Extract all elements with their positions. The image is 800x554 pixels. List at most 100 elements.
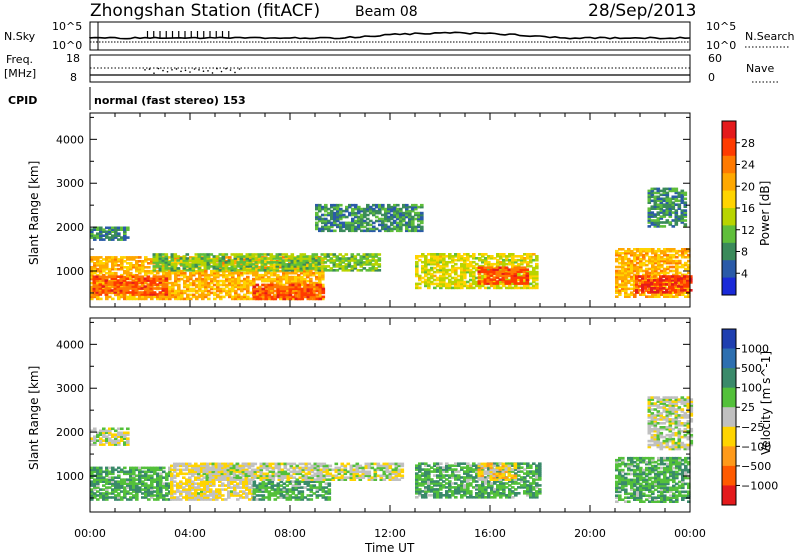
echo-cell [108, 236, 112, 239]
echo-cell [117, 466, 121, 470]
echo-cell [662, 209, 667, 212]
echo-cell [120, 478, 124, 481]
echo-cell [104, 287, 109, 290]
echo-cell [520, 258, 524, 262]
echo-cell [339, 211, 343, 215]
echo-cell [654, 277, 658, 281]
echo-cell [414, 211, 418, 215]
echo-cell [245, 263, 250, 266]
echo-cell [396, 221, 400, 225]
echo-cell [357, 207, 361, 211]
echo-cell [327, 221, 331, 225]
echo-cell [135, 488, 139, 491]
echo-cell [137, 277, 142, 280]
echo-cell [651, 295, 655, 298]
echo-cell [285, 488, 290, 491]
echo-cell [185, 498, 189, 501]
echo-cell [99, 474, 103, 478]
echo-cell [138, 472, 142, 476]
echo-cell [659, 199, 664, 203]
echo-cell [615, 271, 619, 275]
echo-cell [108, 230, 112, 233]
echo-cell [237, 275, 241, 279]
echo-cell [621, 263, 625, 267]
echo-cell [519, 266, 524, 269]
echo-cell [504, 266, 509, 269]
echo-cell [463, 264, 467, 268]
echo-cell [267, 295, 272, 299]
echo-cell [372, 227, 376, 231]
echo-cell [179, 470, 183, 474]
echo-cell [90, 256, 94, 259]
echo-cell [490, 255, 494, 258]
echo-cell [339, 207, 343, 211]
echo-cell [96, 258, 100, 261]
echo-cell [499, 253, 503, 256]
echo-cell [466, 255, 470, 258]
echo-cell [348, 203, 352, 207]
echo-cell [647, 217, 652, 220]
echo-cell [615, 285, 619, 289]
echo-cell [233, 470, 237, 474]
echo-cell [273, 271, 277, 275]
echo-cell [170, 480, 174, 483]
echo-cell [680, 221, 685, 224]
echo-cell [665, 191, 670, 195]
echo-cell [182, 468, 186, 472]
echo-cell [287, 263, 292, 266]
echo-cell [618, 275, 622, 279]
echo-cell [215, 474, 219, 478]
echo-cell [651, 267, 655, 271]
echo-cell [246, 275, 250, 279]
echo-cell [234, 279, 238, 283]
echo-cell [478, 257, 482, 260]
echo-cell [321, 480, 326, 483]
echo-cell [251, 486, 255, 489]
echo-cell [648, 249, 652, 253]
echo-cell [235, 470, 240, 474]
echo-cell [366, 229, 370, 233]
echo-cell [123, 480, 127, 483]
echo-cell [223, 468, 228, 472]
echo-cell [234, 271, 238, 275]
echo-cell [222, 271, 226, 275]
echo-cell [284, 259, 289, 262]
echo-cell [197, 470, 201, 474]
echo-cell [218, 494, 222, 497]
echo-cell [189, 271, 193, 275]
echo-cell [141, 297, 145, 301]
echo-cell [309, 490, 314, 493]
echo-cell [147, 295, 151, 299]
echo-cell [183, 283, 187, 287]
echo-cell [671, 189, 676, 193]
echo-cell [229, 470, 234, 474]
echo-cell [122, 287, 127, 290]
echo-cell [418, 255, 422, 258]
echo-cell [424, 274, 428, 278]
echo-cell [372, 203, 376, 207]
echo-cell [135, 269, 139, 273]
echo-cell [320, 267, 325, 270]
freq-tick-top: 18 [66, 52, 80, 65]
echo-cell [372, 213, 376, 217]
echo-cell [489, 272, 494, 275]
echo-cell [198, 277, 202, 281]
echo-cell [324, 209, 328, 213]
echo-cell [209, 490, 213, 493]
echo-cell [299, 255, 304, 258]
echo-cell [108, 480, 112, 483]
echo-cell [653, 215, 658, 218]
echo-cell [445, 255, 449, 258]
echo-cell [442, 266, 446, 270]
echo-cell [662, 189, 667, 193]
echo-cell [390, 213, 394, 217]
echo-cell [315, 277, 319, 281]
echo-cell [255, 289, 260, 293]
echo-cell [663, 261, 667, 265]
echo-cell [282, 289, 287, 293]
echo-cell [123, 295, 127, 299]
echo-cell [535, 284, 539, 288]
echo-cell [448, 286, 452, 290]
echo-cell [339, 203, 343, 207]
echo-cell [276, 295, 281, 299]
